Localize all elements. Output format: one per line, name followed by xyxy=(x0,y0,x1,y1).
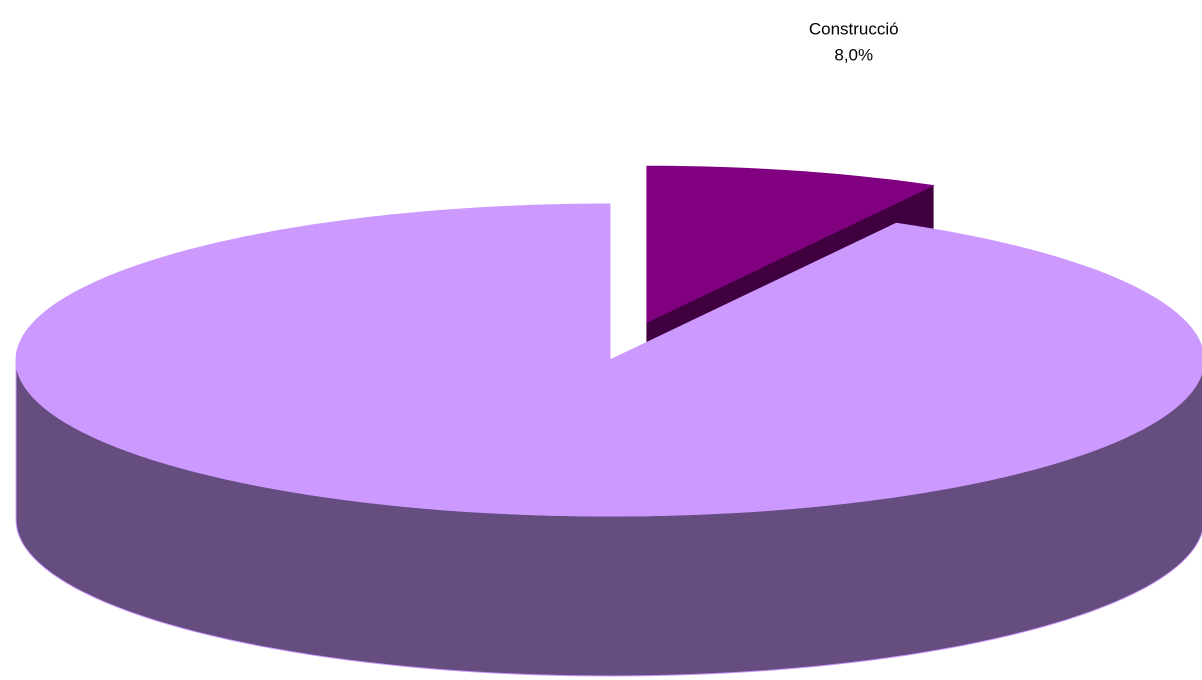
slice xyxy=(15,203,1202,517)
slice-label: Construcció xyxy=(809,19,899,38)
slice xyxy=(646,165,935,324)
value-label: 8,0% xyxy=(834,45,873,64)
